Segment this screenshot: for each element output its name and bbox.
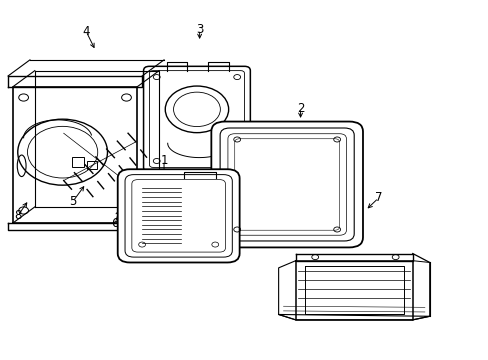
FancyBboxPatch shape — [118, 169, 239, 262]
Text: 4: 4 — [82, 25, 90, 38]
FancyBboxPatch shape — [211, 122, 362, 247]
Text: 3: 3 — [196, 23, 203, 36]
Text: 8: 8 — [14, 210, 21, 222]
Text: 7: 7 — [374, 192, 382, 204]
Text: 6: 6 — [111, 216, 119, 230]
Text: 2: 2 — [296, 102, 304, 115]
Text: 5: 5 — [69, 195, 77, 208]
Text: 1: 1 — [160, 154, 167, 167]
